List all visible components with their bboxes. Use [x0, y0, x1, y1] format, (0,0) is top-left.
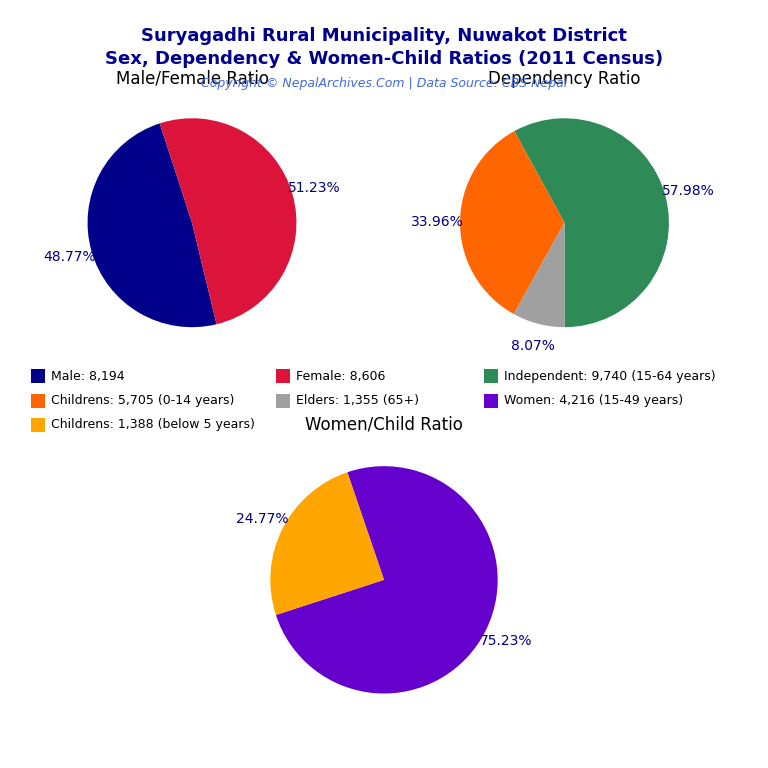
Text: Independent: 9,740 (15-64 years): Independent: 9,740 (15-64 years) [504, 370, 716, 382]
Wedge shape [514, 223, 564, 327]
Text: Elders: 1,355 (65+): Elders: 1,355 (65+) [296, 395, 419, 407]
Text: 8.07%: 8.07% [511, 339, 554, 353]
Text: Sex, Dependency & Women-Child Ratios (2011 Census): Sex, Dependency & Women-Child Ratios (20… [105, 50, 663, 68]
Wedge shape [160, 118, 296, 324]
Wedge shape [88, 124, 217, 327]
Text: 24.77%: 24.77% [236, 511, 288, 526]
Wedge shape [515, 118, 669, 327]
Wedge shape [270, 472, 384, 615]
Text: 51.23%: 51.23% [288, 181, 341, 195]
Wedge shape [276, 466, 498, 694]
Title: Dependency Ratio: Dependency Ratio [488, 70, 641, 88]
Text: Women: 4,216 (15-49 years): Women: 4,216 (15-49 years) [504, 395, 683, 407]
Text: Copyright © NepalArchives.Com | Data Source: CBS Nepal: Copyright © NepalArchives.Com | Data Sou… [201, 77, 567, 90]
Wedge shape [460, 131, 564, 314]
Text: Female: 8,606: Female: 8,606 [296, 370, 386, 382]
Text: 33.96%: 33.96% [411, 215, 463, 230]
Text: Male: 8,194: Male: 8,194 [51, 370, 124, 382]
Text: Childrens: 5,705 (0-14 years): Childrens: 5,705 (0-14 years) [51, 395, 234, 407]
Text: Childrens: 1,388 (below 5 years): Childrens: 1,388 (below 5 years) [51, 419, 254, 431]
Text: 75.23%: 75.23% [480, 634, 532, 648]
Text: 57.98%: 57.98% [661, 184, 714, 198]
Text: Suryagadhi Rural Municipality, Nuwakot District: Suryagadhi Rural Municipality, Nuwakot D… [141, 27, 627, 45]
Text: 48.77%: 48.77% [43, 250, 96, 264]
Title: Male/Female Ratio: Male/Female Ratio [115, 70, 269, 88]
Title: Women/Child Ratio: Women/Child Ratio [305, 415, 463, 433]
